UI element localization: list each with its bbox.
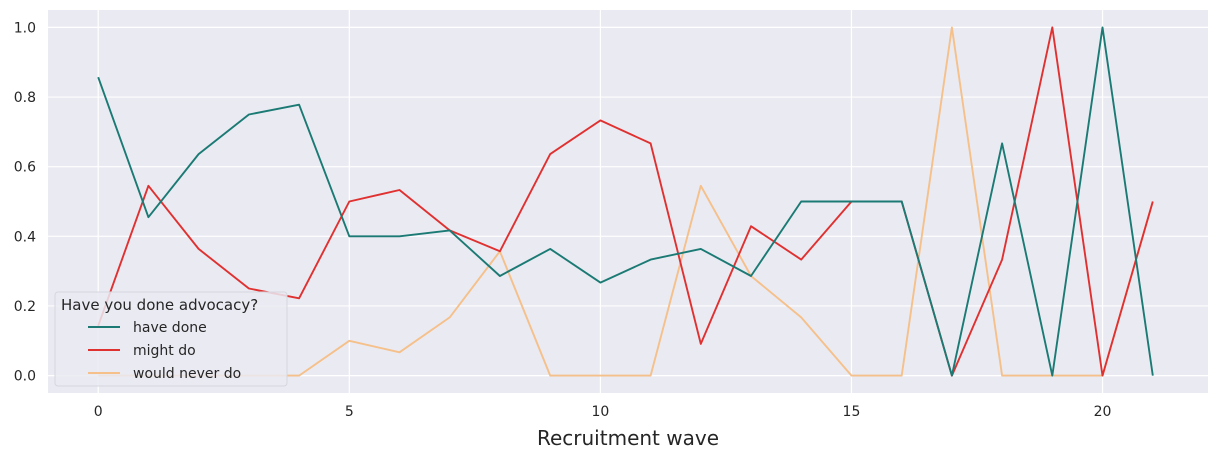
y-tick-label: 0.2 bbox=[14, 299, 36, 315]
legend-label: might do bbox=[133, 343, 196, 359]
x-tick-label: 0 bbox=[94, 404, 103, 420]
y-tick-label: 0.6 bbox=[14, 160, 36, 176]
x-tick-label: 15 bbox=[843, 404, 861, 420]
legend-label: would never do bbox=[133, 366, 241, 382]
legend: Have you done advocacy? have done might d… bbox=[54, 291, 288, 387]
legend-title: Have you done advocacy? bbox=[61, 296, 258, 314]
y-tick-label: 0.0 bbox=[14, 369, 36, 385]
legend-label: have done bbox=[133, 320, 207, 336]
x-tick-label: 5 bbox=[345, 404, 354, 420]
x-axis-label: Recruitment wave bbox=[537, 426, 719, 450]
y-tick-label: 1.0 bbox=[14, 20, 36, 36]
y-tick-label: 0.8 bbox=[14, 90, 36, 106]
y-tick-label: 0.4 bbox=[14, 229, 36, 245]
tick-labels: 0 5 10 15 20 0.0 0.2 0.4 0.6 0.8 1.0 bbox=[14, 20, 1112, 420]
grid bbox=[48, 10, 1208, 393]
legend-box bbox=[54, 291, 288, 387]
x-tick-label: 10 bbox=[591, 404, 609, 420]
series-line-have-done bbox=[97, 26, 1154, 377]
x-tick-label: 20 bbox=[1094, 404, 1112, 420]
